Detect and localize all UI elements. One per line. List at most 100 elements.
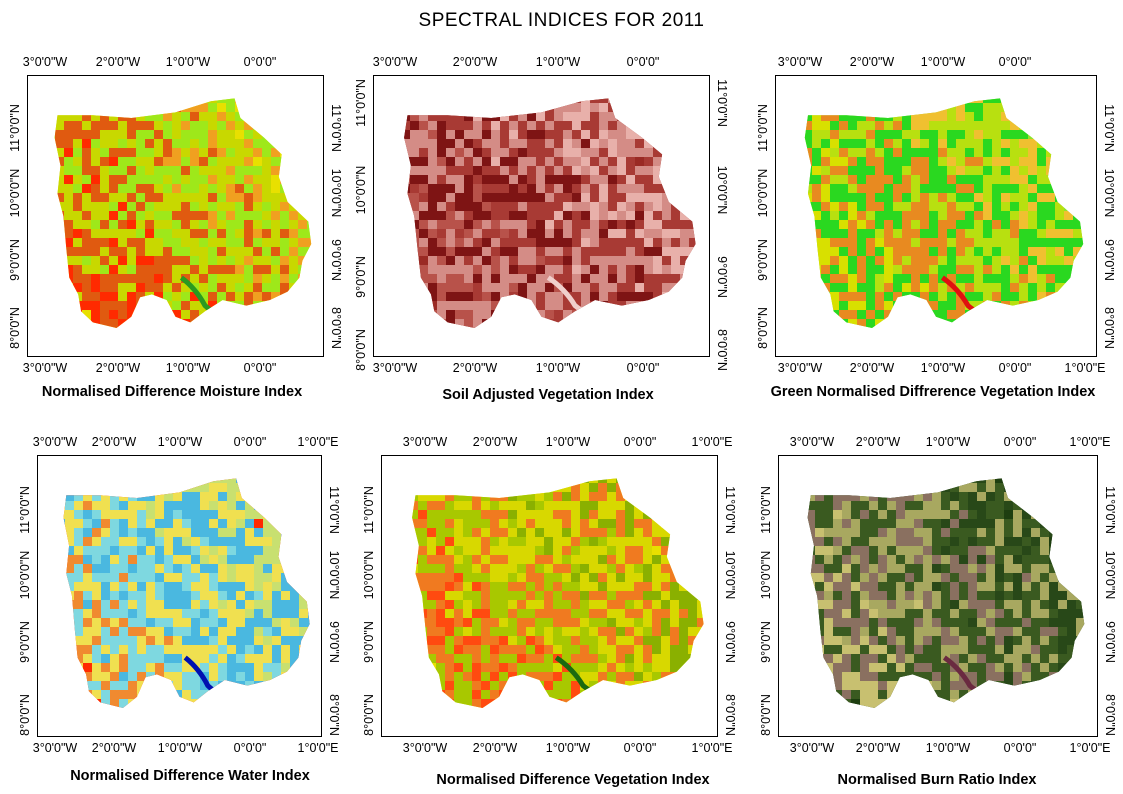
map-frame-2 <box>373 75 710 357</box>
lon-label-top: 2°0'0"W <box>91 435 137 449</box>
lon-label-bottom: 3°0'0"W <box>22 361 68 375</box>
lon-label-top: 0°0'0" <box>623 435 657 449</box>
lat-label-right: 10°0'0"N <box>327 550 341 600</box>
lon-label-top: 1°0'0"W <box>165 55 211 69</box>
lon-label-top: 3°0'0"W <box>402 435 448 449</box>
lon-label-bottom: 3°0'0"W <box>777 361 823 375</box>
lon-label-top: 3°0'0"W <box>372 55 418 69</box>
lon-label-bottom: 1°0'0"W <box>925 741 971 755</box>
lat-label-right: 8°0'0"N <box>327 694 341 736</box>
lat-label-left: 11°0'0"N <box>756 104 770 152</box>
panel-title: Soil Adjusted Vegetation Index <box>442 387 654 403</box>
lat-label-right: 9°0'0"N <box>327 621 341 663</box>
lat-label-left: 11°0'0"N <box>354 79 368 127</box>
lon-label-bottom: 0°0'0" <box>626 361 660 375</box>
lat-label-left: 9°0'0"N <box>8 239 22 281</box>
map-raster-6 <box>807 478 1085 709</box>
lat-label-left: 11°0'0"N <box>8 104 22 152</box>
lon-label-top: 1°0'0"E <box>1069 435 1111 449</box>
lon-label-top: 0°0'0" <box>1003 435 1037 449</box>
lon-label-top: 2°0'0"W <box>849 55 895 69</box>
lon-label-bottom: 0°0'0" <box>1003 741 1037 755</box>
lon-label-top: 1°0'0"W <box>535 55 581 69</box>
lon-label-top: 2°0'0"W <box>855 435 901 449</box>
lon-label-top: 2°0'0"W <box>472 435 518 449</box>
lat-label-left: 10°0'0"N <box>8 168 22 218</box>
lat-label-left: 9°0'0"N <box>18 621 32 663</box>
lat-label-right: 8°0'0"N <box>329 307 343 349</box>
lon-label-top: 3°0'0"W <box>777 55 823 69</box>
lon-label-top: 0°0'0" <box>233 435 267 449</box>
lat-label-left: 8°0'0"N <box>362 694 376 736</box>
lat-label-right: 9°0'0"N <box>1103 621 1117 663</box>
lat-label-left: 11°0'0"N <box>362 486 376 534</box>
lat-label-right: 11°0'0"N <box>723 486 737 534</box>
lon-label-top: 0°0'0" <box>243 55 277 69</box>
map-raster-4 <box>63 478 310 709</box>
figure-title: SPECTRAL INDICES FOR 2011 <box>418 10 705 31</box>
lat-label-left: 11°0'0"N <box>759 486 773 534</box>
lat-label-left: 10°0'0"N <box>759 550 773 600</box>
lat-label-left: 8°0'0"N <box>18 694 32 736</box>
lon-label-bottom: 2°0'0"W <box>95 361 141 375</box>
lat-label-right: 11°0'0"N <box>1102 104 1116 152</box>
lat-label-right: 10°0'0"N <box>1103 550 1117 600</box>
map-frame-3 <box>775 75 1097 357</box>
lon-label-bottom: 0°0'0" <box>623 741 657 755</box>
lon-label-top: 0°0'0" <box>998 55 1032 69</box>
lat-label-left: 10°0'0"N <box>18 550 32 600</box>
lon-label-bottom: 0°0'0" <box>233 741 267 755</box>
lon-label-top: 1°0'0"W <box>157 435 203 449</box>
lon-label-top: 3°0'0"W <box>22 55 68 69</box>
lat-label-left: 8°0'0"N <box>354 329 368 371</box>
lon-label-bottom: 1°0'0"E <box>297 741 339 755</box>
lon-label-top: 1°0'0"W <box>920 55 966 69</box>
lon-label-top: 1°0'0"E <box>691 435 733 449</box>
lat-label-left: 11°0'0"N <box>18 486 32 534</box>
map-frame-4 <box>37 455 322 737</box>
lon-label-bottom: 1°0'0"W <box>157 741 203 755</box>
lon-label-top: 1°0'0"W <box>925 435 971 449</box>
lat-label-left: 9°0'0"N <box>362 621 376 663</box>
lat-label-left: 10°0'0"N <box>362 550 376 600</box>
lat-label-right: 9°0'0"N <box>1102 239 1116 281</box>
lon-label-top: 2°0'0"W <box>95 55 141 69</box>
map-frame-5 <box>381 455 718 737</box>
lat-label-right: 11°0'0"N <box>715 79 729 127</box>
lat-label-left: 10°0'0"N <box>354 165 368 215</box>
lon-label-top: 1°0'0"W <box>545 435 591 449</box>
lat-label-right: 10°0'0"N <box>1102 168 1116 218</box>
lat-label-right: 11°0'0"N <box>1103 486 1117 534</box>
map-raster-1 <box>54 98 312 329</box>
lon-label-bottom: 1°0'0"W <box>545 741 591 755</box>
lon-label-bottom: 3°0'0"W <box>789 741 835 755</box>
lat-label-right: 8°0'0"N <box>723 694 737 736</box>
lon-label-bottom: 1°0'0"E <box>691 741 733 755</box>
panel-title: Normalised Difference Vegetation Index <box>436 772 710 788</box>
lon-label-bottom: 1°0'0"W <box>165 361 211 375</box>
lat-label-right: 11°0'0"N <box>327 486 341 534</box>
map-raster-5 <box>412 478 704 709</box>
lat-label-right: 9°0'0"N <box>723 621 737 663</box>
lat-label-right: 10°0'0"N <box>715 165 729 215</box>
lon-label-bottom: 2°0'0"W <box>472 741 518 755</box>
lon-label-bottom: 1°0'0"E <box>1064 361 1106 375</box>
lon-label-bottom: 1°0'0"E <box>1069 741 1111 755</box>
lon-label-bottom: 0°0'0" <box>998 361 1032 375</box>
lon-label-bottom: 2°0'0"W <box>91 741 137 755</box>
map-frame-6 <box>778 455 1098 737</box>
panel-title: Normalised Difference Moisture Index <box>41 384 303 400</box>
lon-label-bottom: 3°0'0"W <box>372 361 418 375</box>
lon-label-bottom: 3°0'0"W <box>402 741 448 755</box>
lat-label-left: 9°0'0"N <box>354 256 368 298</box>
lon-label-bottom: 2°0'0"W <box>452 361 498 375</box>
lat-label-left: 9°0'0"N <box>756 239 770 281</box>
lat-label-right: 10°0'0"N <box>723 550 737 600</box>
lat-label-right: 11°0'0"N <box>329 104 343 152</box>
lon-label-top: 3°0'0"W <box>789 435 835 449</box>
lat-label-right: 8°0'0"N <box>1103 694 1117 736</box>
lon-label-bottom: 3°0'0"W <box>32 741 78 755</box>
lat-label-left: 8°0'0"N <box>759 694 773 736</box>
lat-label-left: 9°0'0"N <box>759 621 773 663</box>
panel-title: Green Normalised Diffrerence Vegetation … <box>770 384 1096 400</box>
